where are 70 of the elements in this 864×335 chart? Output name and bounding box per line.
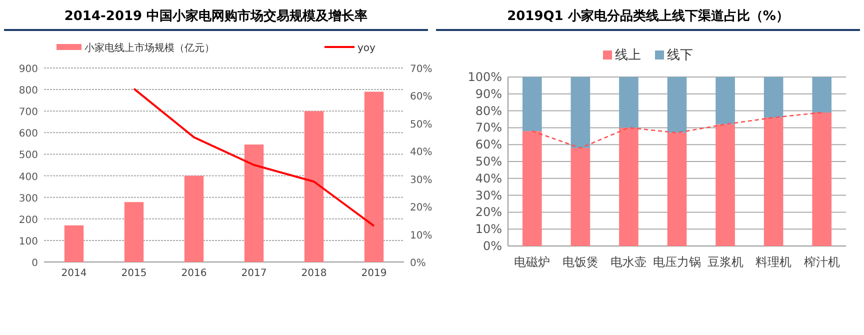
x-tick-label: 电水壶 xyxy=(610,255,647,269)
bar xyxy=(124,202,144,262)
y-tick-label: 50% xyxy=(475,154,502,168)
y2-tick-label: 0% xyxy=(410,258,426,269)
bar xyxy=(619,77,638,128)
x-tick-label: 2016 xyxy=(181,268,207,279)
line-series xyxy=(531,112,823,149)
bar xyxy=(184,176,204,262)
y-tick-label: 20% xyxy=(475,205,502,220)
x-tick-label: 榨汁机 xyxy=(804,255,840,269)
y-tick-label: 10% xyxy=(475,222,502,236)
legend-label: 线上 xyxy=(615,48,641,63)
x-tick-label: 电磁炉 xyxy=(514,255,550,269)
y2-tick-label: 10% xyxy=(410,230,432,242)
y-tick-label: 0 xyxy=(32,258,38,269)
y-tick-label: 500 xyxy=(18,150,38,162)
x-tick-label: 豆浆机 xyxy=(707,255,744,269)
y-tick-label: 400 xyxy=(18,172,38,183)
bar xyxy=(570,77,590,148)
bar xyxy=(304,111,324,262)
legend-label: 小家电线上市场规模（亿元） xyxy=(84,42,215,54)
y-tick-label: 0% xyxy=(482,239,502,253)
bar xyxy=(812,112,832,246)
bar xyxy=(716,124,735,246)
bar xyxy=(364,92,384,262)
y-tick-label: 70% xyxy=(475,120,502,135)
y-tick-label: 900 xyxy=(18,64,38,75)
bar xyxy=(716,77,735,124)
y-tick-label: 90% xyxy=(475,86,502,101)
x-tick-label: 电饭煲 xyxy=(562,255,598,269)
y-tick-label: 300 xyxy=(18,193,38,204)
x-tick-label: 2019 xyxy=(361,268,387,279)
bar xyxy=(244,144,264,262)
bar xyxy=(64,225,84,262)
bar xyxy=(667,132,687,246)
y-tick-label: 100 xyxy=(18,236,38,248)
legend-label: 线下 xyxy=(667,48,693,63)
x-tick-label: 2017 xyxy=(241,268,267,279)
bar xyxy=(522,77,542,132)
y-tick-label: 40% xyxy=(475,171,502,186)
x-tick-label: 2015 xyxy=(121,268,147,279)
x-tick-label: 2018 xyxy=(301,268,327,279)
bar xyxy=(764,118,784,246)
y-tick-label: 80% xyxy=(475,104,502,118)
chart-title: 2019Q1 小家电分品类线上线下渠道占比（%） xyxy=(507,8,789,24)
y2-tick-label: 20% xyxy=(410,202,432,214)
bar xyxy=(570,148,590,246)
bar xyxy=(764,77,784,118)
y-tick-label: 600 xyxy=(18,128,38,140)
y-tick-label: 700 xyxy=(18,107,38,118)
y-tick-label: 30% xyxy=(475,188,502,202)
y2-tick-label: 60% xyxy=(410,92,432,103)
chart-title: 2014-2019 中国小家电网购市场交易规模及增长率 xyxy=(64,8,368,24)
legend-label: yoy xyxy=(358,43,376,54)
x-tick-label: 料理机 xyxy=(756,255,792,269)
y2-tick-label: 30% xyxy=(410,174,432,186)
y-tick-label: 60% xyxy=(475,138,502,152)
x-tick-label: 电压力锅 xyxy=(653,255,701,269)
y2-tick-label: 70% xyxy=(410,64,432,75)
bar xyxy=(667,77,687,133)
y2-tick-label: 50% xyxy=(410,119,432,130)
bar xyxy=(522,131,542,246)
y-tick-label: 100% xyxy=(468,70,502,84)
bar xyxy=(619,128,638,246)
y-tick-label: 800 xyxy=(18,86,38,97)
y-tick-label: 200 xyxy=(18,214,38,226)
y2-tick-label: 40% xyxy=(410,147,432,158)
line-series xyxy=(133,88,375,227)
x-tick-label: 2014 xyxy=(61,268,87,279)
bar xyxy=(812,77,832,112)
